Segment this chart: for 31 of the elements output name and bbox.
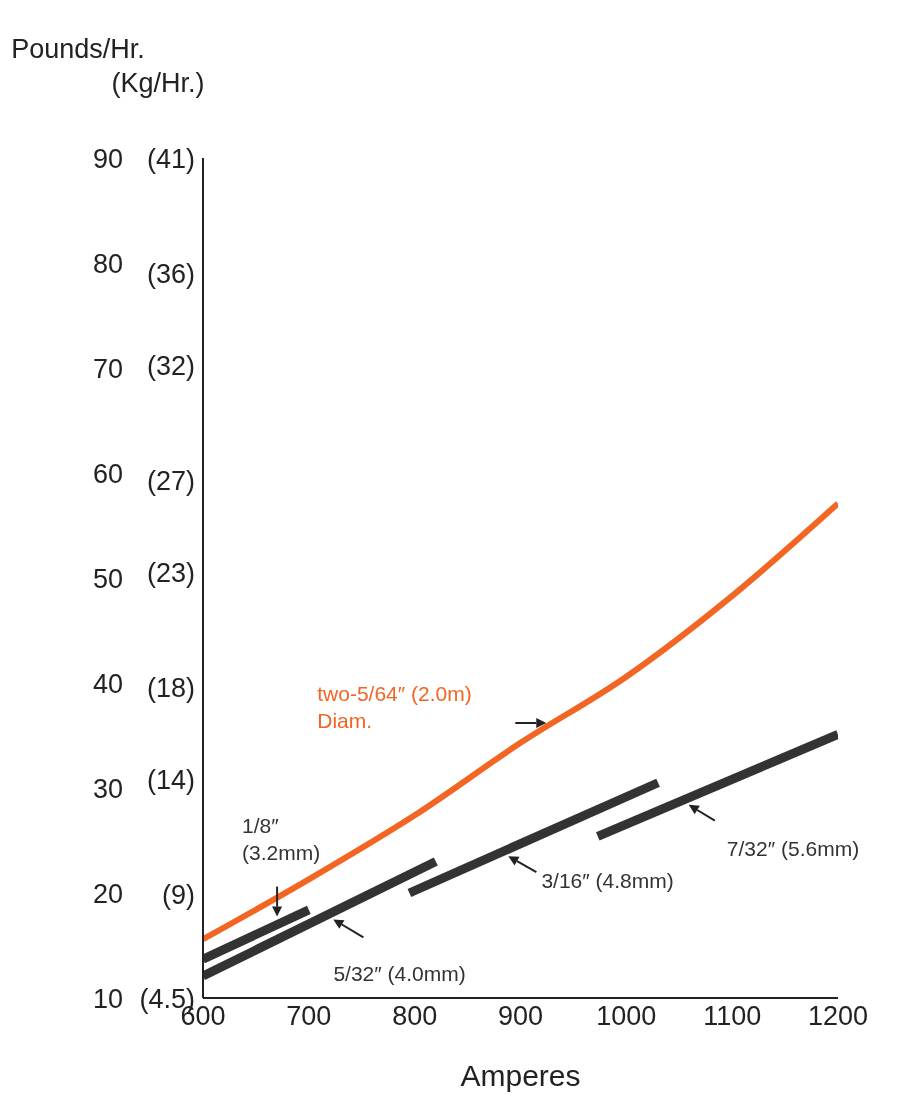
text: 1/8″ (3.2mm) — [242, 813, 321, 864]
y2-tick-label: (36) — [146, 258, 195, 289]
y2-tick-label: (23) — [146, 557, 195, 588]
y2-tick-label: (41) — [146, 143, 195, 174]
y-tick-label: 10 — [92, 983, 123, 1014]
y2-tick-label: (14) — [146, 764, 195, 795]
series-label: 3/16″ (4.8mm) — [541, 869, 674, 893]
y-axis-title: Pounds/Hr. — [11, 34, 145, 64]
x-tick-label: 800 — [392, 1001, 438, 1032]
x-axis-title: Amperes — [460, 1059, 581, 1092]
text: 7/32″ (5.6mm) — [726, 836, 860, 860]
y-tick-label: 50 — [92, 563, 123, 594]
x-tick-label: 1100 — [703, 1001, 762, 1032]
y2-tick-label: (32) — [146, 350, 195, 381]
x-tick-label: 900 — [497, 1001, 544, 1032]
y-tick-label: 70 — [92, 353, 123, 384]
x-tick-label: 700 — [286, 1001, 332, 1032]
text: 5/32″ (4.0mm) — [333, 962, 466, 986]
y2-tick-label: (18) — [146, 672, 195, 703]
y-tick-label: 40 — [92, 668, 123, 699]
y-tick-label: 30 — [92, 773, 123, 804]
y-tick-label: 90 — [92, 143, 123, 174]
y2-tick-label: (9) — [162, 880, 195, 911]
x-tick-label: 1200 — [807, 1001, 869, 1032]
y2-tick-label: (27) — [146, 465, 195, 496]
y-tick-label: 80 — [92, 248, 123, 279]
y-tick-label: 60 — [92, 458, 123, 489]
y-tick-label: 20 — [92, 878, 123, 909]
series-label: two-5/64″ (2.0m) Diam. — [317, 682, 472, 733]
y2-axis-title: (Kg/Hr.) — [111, 68, 205, 98]
x-tick-label: 1000 — [596, 1001, 657, 1032]
